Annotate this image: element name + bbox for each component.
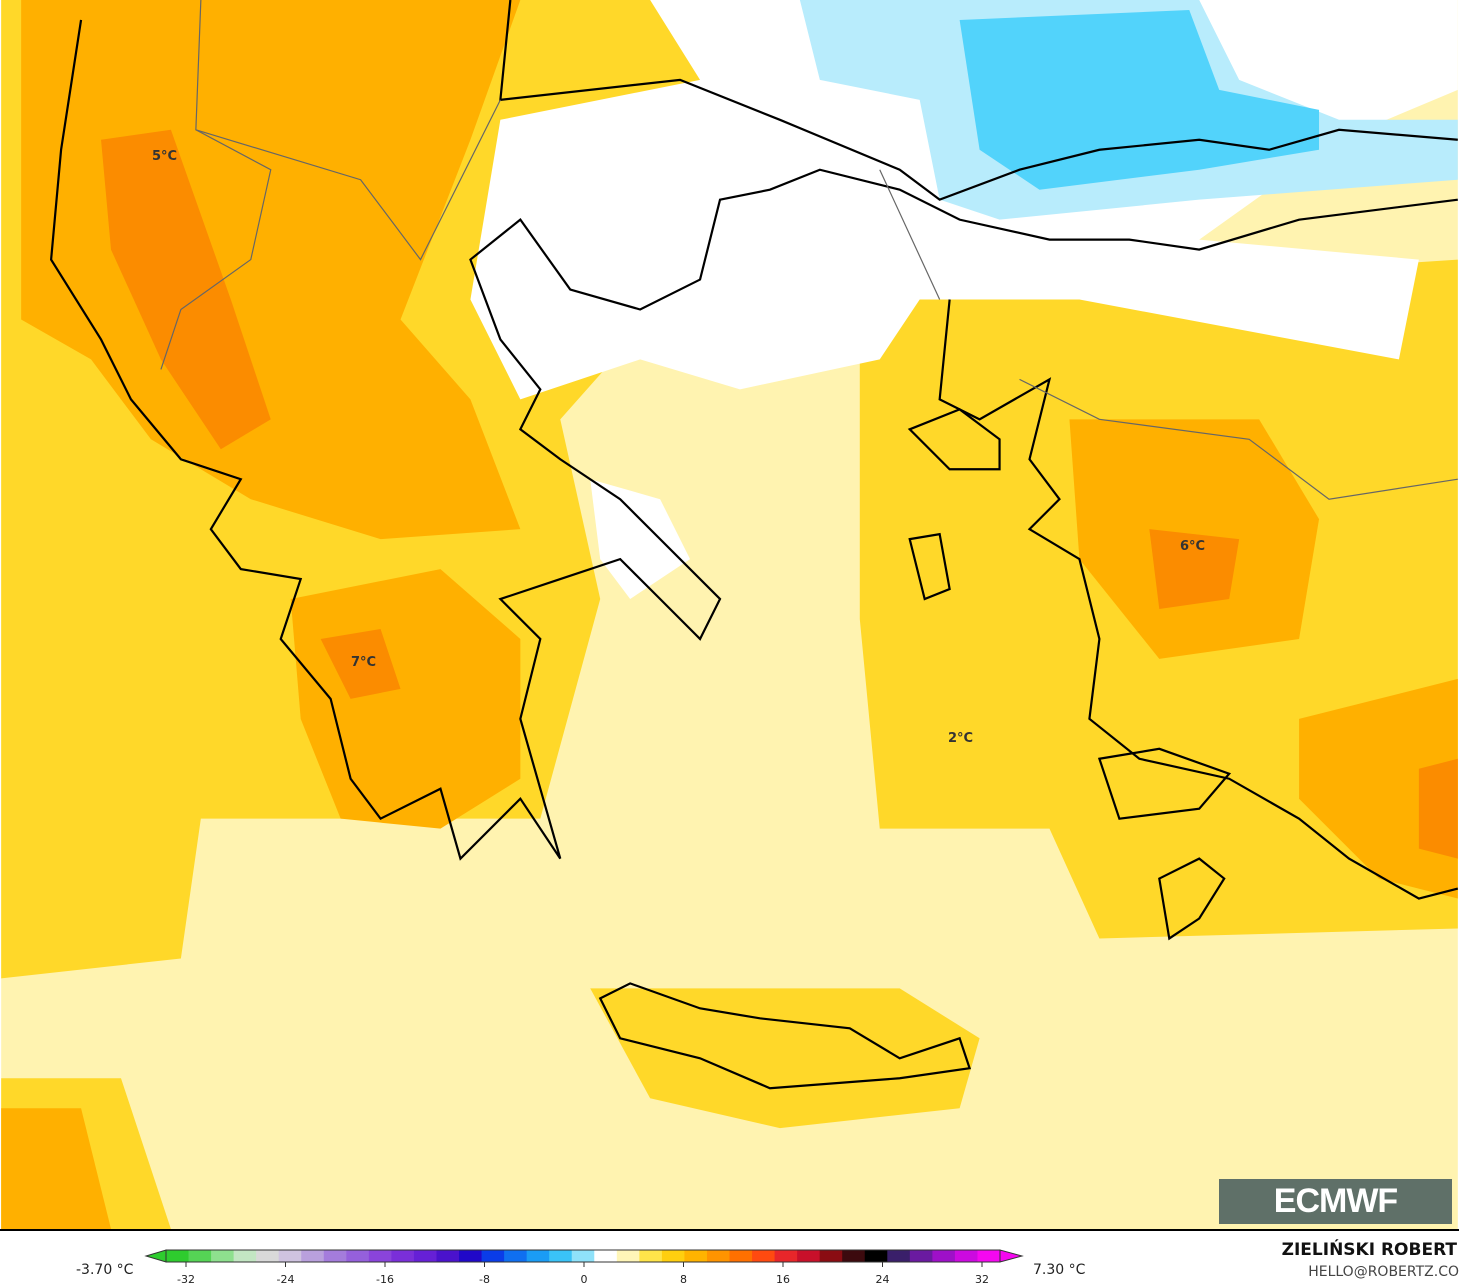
zone-dark-orange-east [1418,758,1458,859]
colorbar-swatch [594,1250,618,1262]
colorbar-swatch [977,1250,1001,1262]
zone-dark-orange-anatolia [1149,529,1240,610]
zone-white-evia [590,479,691,600]
colorbar-max-arrow [999,1249,1024,1263]
colorbar-swatch [797,1250,821,1262]
colorbar-swatch [391,1250,415,1262]
colorbar-swatch [211,1250,235,1262]
colorbar-swatch [413,1250,437,1262]
colorbar-swatch [954,1250,978,1262]
colorbar-swatch [932,1250,956,1262]
zone-orange-southeast [1299,678,1458,899]
colorbar-swatch [233,1250,257,1262]
colorbar-swatch [864,1250,888,1262]
author-email: HELLO@ROBERTZ.CO [1308,1264,1459,1280]
map-label-7c: 7°C [351,655,377,670]
ecmwf-logo-text: ECMWF [1273,1182,1398,1220]
colorbar-swatch [436,1250,460,1262]
colorbar-swatch [166,1250,190,1262]
colorbar-swatch [774,1250,798,1262]
borders [160,0,1458,500]
map-label-2c: 2°C [948,731,974,746]
colorbar-swatch [256,1250,280,1262]
colorbar-swatch [684,1250,708,1262]
colorbar-swatch [752,1250,776,1262]
colorbar-swatch [504,1250,528,1262]
colorbar-swatch [278,1250,302,1262]
colorbar-tick-label: 24 [875,1273,890,1286]
colorbar-swatch [346,1250,370,1262]
colorbar-tick-label: 8 [680,1273,687,1286]
ecmwf-logo: ECMWF [1219,1179,1452,1224]
colorbar-swatch [459,1250,483,1262]
colorbar-max-label: 7.30 °C [1033,1262,1086,1278]
temperature-anomaly-map [0,0,1459,1231]
coastlines [49,0,1459,1090]
map-label-5c: 5°C [152,149,178,164]
zone-yellow-crete [590,988,980,1129]
colorbar-swatch [188,1250,212,1262]
colorbar-swatch [661,1250,685,1262]
colorbar [144,1249,1024,1267]
colorbar-swatch [819,1250,843,1262]
colorbar-swatch [301,1250,325,1262]
colorbar-tick-label: 16 [776,1273,790,1286]
author-name: ZIELIŃSKI ROBERT [1281,1240,1457,1260]
colorbar-swatch [481,1250,505,1262]
colorbar-swatch [729,1250,753,1262]
colorbar-swatch [526,1250,550,1262]
map-label-6c: 6°C [1180,539,1206,554]
colorbar-swatch [909,1250,933,1262]
colorbar-min-arrow [144,1249,167,1263]
zone-dark-orange-peloponnese [320,628,401,699]
colorbar-tick-label: -8 [479,1273,490,1286]
colorbar-swatch [323,1250,347,1262]
zone-orange-sw [1,1108,112,1229]
colorbar-swatch [639,1250,663,1262]
colorbar-outline [165,1249,1001,1263]
colorbar-tick-label: 32 [975,1273,989,1286]
colorbar-min-label: -3.70 °C [76,1262,134,1278]
colorbar-tick-label: -24 [276,1273,295,1286]
colorbar-tick-label: -32 [177,1273,195,1286]
colorbar-swatch [616,1250,640,1262]
colorbar-swatch [706,1250,731,1262]
colorbar-tick-label: -16 [376,1273,394,1286]
colorbar-swatch [571,1250,595,1262]
zone-dark-orange-albania [101,129,271,450]
colorbar-swatch [842,1250,866,1262]
colorbar-tick-label: 0 [580,1273,588,1286]
zone-orange-peloponnese [290,569,521,829]
colorbar-swatch [549,1250,573,1262]
colorbar-swatch [887,1250,911,1262]
colorbar-swatch [368,1250,392,1262]
